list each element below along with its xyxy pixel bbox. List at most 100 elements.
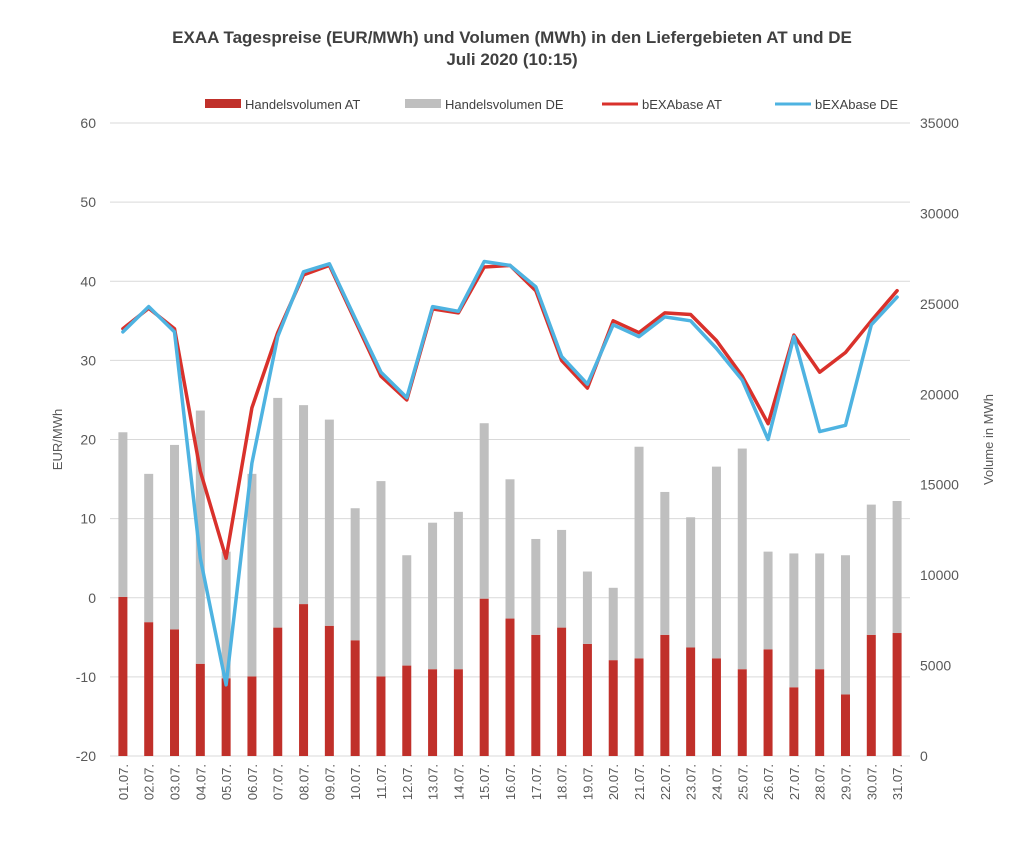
bar-handelsvolumen-de <box>815 553 825 670</box>
x-tick-label: 30.07. <box>864 764 879 800</box>
bar-handelsvolumen-at <box>428 669 438 756</box>
bar-handelsvolumen-at <box>195 663 205 756</box>
bar-handelsvolumen-de <box>840 555 850 695</box>
bar-handelsvolumen-at <box>608 660 618 756</box>
bar-handelsvolumen-at <box>737 669 747 756</box>
x-tick-label: 07.07. <box>271 764 286 800</box>
bar-handelsvolumen-at <box>557 627 567 756</box>
bar-handelsvolumen-de <box>789 553 799 688</box>
x-tick-label: 11.07. <box>374 764 389 799</box>
x-tick-label: 27.07. <box>787 764 802 800</box>
bar-handelsvolumen-de <box>505 479 515 619</box>
bar-handelsvolumen-de <box>608 587 618 661</box>
bar-handelsvolumen-de <box>711 466 721 659</box>
chart-subtitle: Juli 2020 (10:15) <box>446 50 578 69</box>
y-left-tick-label: -10 <box>76 669 96 685</box>
bar-handelsvolumen-at <box>840 694 850 756</box>
bar-handelsvolumen-at <box>711 658 721 756</box>
bar-handelsvolumen-at <box>324 625 334 756</box>
x-tick-label: 13.07. <box>426 764 441 800</box>
bar-handelsvolumen-at <box>299 604 309 756</box>
bar-handelsvolumen-at <box>350 640 360 756</box>
y-right-tick-label: 0 <box>920 748 928 764</box>
x-tick-label: 06.07. <box>245 764 260 800</box>
bar-handelsvolumen-de <box>118 432 128 597</box>
y-right-axis-title: Volume in MWh <box>981 394 996 485</box>
bar-handelsvolumen-at <box>453 669 463 756</box>
bar-handelsvolumen-de <box>453 511 463 670</box>
bar-handelsvolumen-at <box>634 658 644 756</box>
x-tick-label: 14.07. <box>451 764 466 800</box>
bar-handelsvolumen-at <box>815 669 825 756</box>
bar-handelsvolumen-at <box>221 678 231 756</box>
bar-handelsvolumen-at <box>866 634 876 756</box>
bar-handelsvolumen-at <box>789 687 799 756</box>
legend-label: bEXAbase AT <box>642 97 722 112</box>
y-left-tick-label: 60 <box>80 115 96 131</box>
bar-handelsvolumen-de <box>582 571 592 644</box>
x-tick-label: 25.07. <box>735 764 750 800</box>
bar-handelsvolumen-de <box>170 444 180 630</box>
x-tick-label: 19.07. <box>580 764 595 800</box>
y-left-tick-label: 50 <box>80 194 96 210</box>
y-right-tick-label: 10000 <box>920 567 959 583</box>
bar-handelsvolumen-at <box>892 633 902 756</box>
bar-handelsvolumen-de <box>892 500 902 634</box>
bar-handelsvolumen-de <box>376 481 386 677</box>
y-left-tick-label: 40 <box>80 273 96 289</box>
y-left-tick-label: 0 <box>88 590 96 606</box>
x-tick-label: 24.07. <box>709 764 724 800</box>
chart-title: EXAA Tagespreise (EUR/MWh) und Volumen (… <box>172 28 852 47</box>
y-right-tick-label: 35000 <box>920 115 959 131</box>
bar-handelsvolumen-de <box>273 397 283 628</box>
y-right-tick-label: 30000 <box>920 205 959 221</box>
y-left-tick-label: 20 <box>80 432 96 448</box>
bar-handelsvolumen-at <box>170 629 180 756</box>
x-tick-label: 03.07. <box>168 764 183 800</box>
x-tick-label: 12.07. <box>400 764 415 800</box>
x-tick-label: 16.07. <box>503 764 518 800</box>
y-right-tick-label: 20000 <box>920 386 959 402</box>
x-tick-label: 17.07. <box>529 764 544 800</box>
y-right-tick-label: 15000 <box>920 477 959 493</box>
x-tick-label: 23.07. <box>684 764 699 800</box>
bar-handelsvolumen-de <box>247 473 257 677</box>
bar-handelsvolumen-de <box>634 446 644 659</box>
x-tick-label: 01.07. <box>116 764 131 800</box>
bar-handelsvolumen-de <box>660 491 670 635</box>
x-tick-label: 02.07. <box>142 764 157 800</box>
bar-handelsvolumen-at <box>505 618 515 756</box>
x-tick-label: 29.07. <box>838 764 853 800</box>
x-tick-label: 08.07. <box>297 764 312 800</box>
bar-handelsvolumen-de <box>144 473 154 623</box>
line-bexabase-de <box>121 259 899 687</box>
y-left-tick-label: 30 <box>80 352 96 368</box>
bar-handelsvolumen-de <box>402 555 412 666</box>
bar-handelsvolumen-de <box>686 517 696 648</box>
x-tick-label: 26.07. <box>761 764 776 800</box>
bar-handelsvolumen-at <box>273 627 283 756</box>
bar-handelsvolumen-de <box>763 551 773 650</box>
bar-handelsvolumen-at <box>531 634 541 756</box>
x-tick-label: 21.07. <box>632 764 647 800</box>
bar-handelsvolumen-de <box>428 522 438 670</box>
legend-swatch <box>405 99 441 108</box>
x-tick-label: 09.07. <box>322 764 337 800</box>
bar-handelsvolumen-at <box>402 665 412 756</box>
legend-swatch <box>205 99 241 108</box>
bar-handelsvolumen-de <box>479 423 489 599</box>
bar-handelsvolumen-at <box>660 634 670 756</box>
bar-handelsvolumen-at <box>247 676 257 756</box>
y-left-tick-label: 10 <box>80 511 96 527</box>
bar-handelsvolumen-at <box>479 598 489 756</box>
bar-handelsvolumen-de <box>299 405 309 605</box>
x-tick-label: 15.07. <box>477 764 492 800</box>
x-tick-label: 04.07. <box>193 764 208 800</box>
bar-handelsvolumen-de <box>350 508 360 641</box>
bar-handelsvolumen-at <box>144 622 154 756</box>
y-left-axis-title: EUR/MWh <box>50 409 65 470</box>
x-tick-label: 10.07. <box>348 764 363 800</box>
bar-handelsvolumen-de <box>737 448 747 670</box>
y-right-tick-label: 5000 <box>920 658 951 674</box>
bar-handelsvolumen-de <box>531 538 541 635</box>
